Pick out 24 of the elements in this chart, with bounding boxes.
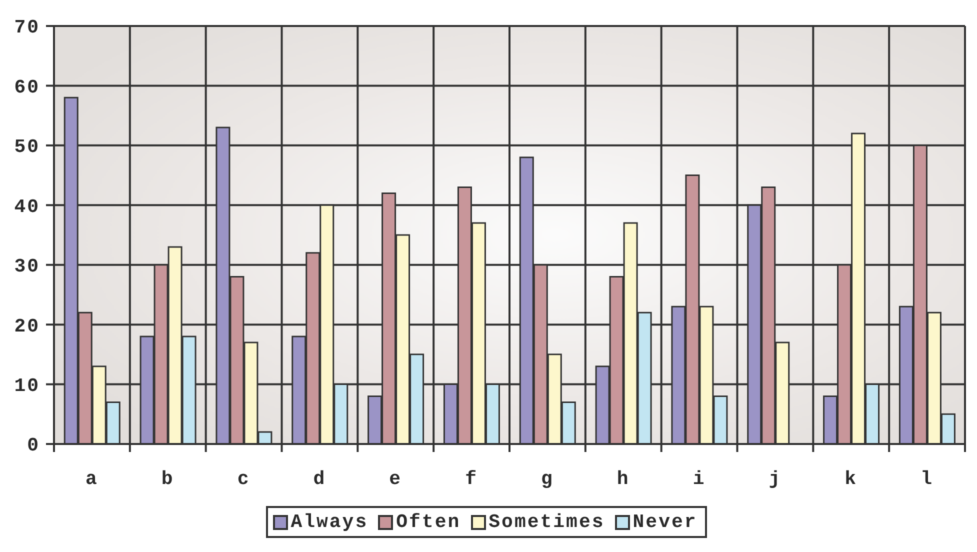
x-tick-label: a	[86, 468, 98, 490]
x-tick-label: i	[692, 468, 706, 490]
x-tick-label: b	[161, 468, 174, 490]
x-tick-label: j	[768, 468, 782, 490]
x-tick-label: f	[465, 468, 478, 490]
x-tick-label: k	[844, 468, 858, 490]
x-tick-label: d	[313, 468, 326, 490]
y-tick-label: 20	[14, 315, 40, 338]
y-tick-label: 10	[14, 375, 40, 398]
x-tick-label: g	[541, 468, 554, 490]
legend-label: Always	[290, 511, 368, 533]
legend-label: Sometimes	[488, 511, 605, 533]
x-tick-label: h	[616, 468, 630, 490]
y-tick-label: 70	[14, 16, 40, 39]
x-tick-label: e	[389, 468, 402, 490]
y-tick-label: 30	[14, 256, 40, 278]
y-tick-label: 50	[14, 136, 40, 158]
x-tick-label: l	[920, 468, 934, 490]
legend-label: Never	[632, 511, 698, 533]
y-tick-label: 0	[27, 434, 40, 457]
x-tick-label: c	[237, 468, 250, 490]
y-tick-label: 60	[14, 76, 40, 98]
legend-label: Often	[396, 511, 461, 533]
y-tick-label: 40	[14, 196, 40, 218]
